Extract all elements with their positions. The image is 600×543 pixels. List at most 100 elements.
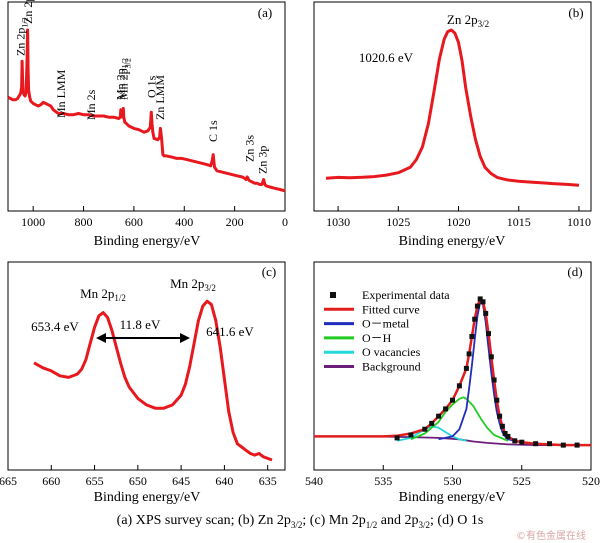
panel-d-data-point [483, 310, 489, 316]
panel-c-tick-label: 655 [86, 474, 104, 488]
panel-d-tick-label: 530 [444, 474, 462, 488]
panel-c-tick-label: 640 [215, 474, 233, 488]
panel-a-frame [7, 1, 286, 212]
legend-label: Fitted curve [362, 302, 420, 316]
panel-d-data-point [443, 406, 449, 412]
panel-c-tick-label: 660 [42, 474, 60, 488]
panel-d-data-point [512, 438, 518, 444]
panel-b-tick-label: 1010 [567, 215, 591, 229]
panel-a-peak-annotation: Zn LMM [153, 75, 167, 120]
panel-a-x-axis-label: Binding energy/eV [94, 234, 201, 249]
panel-c-curve [33, 299, 273, 462]
panel-d-data-point [463, 365, 469, 371]
legend-label: O－metal [362, 317, 410, 331]
panel-d-tick-label: 520 [582, 474, 600, 488]
panel-d-series-line [410, 396, 509, 442]
panel-c: 665 660 655 650 645 640 635 Mn 2p1/2 Mn 2p3/2 … [0, 261, 286, 505]
panel-a-ticks: 1000 800 600 400 200 0 [21, 206, 288, 229]
panel-d-data-point [491, 377, 497, 383]
panel-b-tick-label: 1015 [507, 215, 531, 229]
panel-b-peak-label: Zn 2p3/2 [447, 12, 489, 29]
panel-c-tick-label: 650 [129, 474, 147, 488]
panel-a-curve [7, 28, 286, 193]
panel-d-data-point [429, 420, 435, 426]
panel-d-data-point [502, 431, 508, 436]
panel-d-ticks: 540 535 530 525 520 [305, 465, 600, 488]
panel-b: 1030 1025 1020 1015 1010 Zn 2p3/2 1020.6 eV … [313, 1, 592, 249]
panel-c-label: (c) [262, 264, 276, 279]
panel-a-tick-label: 1000 [21, 215, 45, 229]
panel-c-tick-label: 645 [172, 474, 190, 488]
panel-c-peak1-label: Mn 2p1/2 [80, 286, 126, 303]
panel-d-data-point [574, 442, 580, 448]
legend-label: Experimental data [362, 288, 450, 302]
panel-b-curve [325, 28, 580, 187]
caption-b: (b) Zn 2p3/2; [237, 513, 307, 530]
panel-d-data-point [436, 413, 442, 419]
panel-a-peak-annotation: Mn 2s [84, 89, 98, 120]
panel-d-data-point [422, 426, 428, 432]
panel-d-data-point [456, 383, 462, 389]
panel-d-series-line [314, 297, 591, 447]
panel-b-tick-label: 1030 [326, 215, 350, 229]
panel-c-splitting-label: 11.8 eV [120, 317, 161, 332]
panel-d-series-line [396, 425, 467, 442]
panel-d-series-line [438, 300, 515, 442]
legend-label: O－H [362, 331, 392, 345]
panel-b-tick-label: 1020 [447, 215, 471, 229]
panel-d-tick-label: 540 [305, 474, 323, 488]
panel-a-peak-annotation: O 1s [144, 75, 158, 98]
panel-a-peak-annotations: Zn 2p1/2Zn 2p3/2 Mn LMM Mn 2s Mn 2p1/2Mn 2p… [14, 0, 270, 174]
panel-d-data-point [466, 351, 472, 357]
panel-d: 540 535 530 525 520 Experimental dataFitted … [305, 261, 600, 505]
panel-a-tick-label: 800 [75, 215, 93, 229]
panel-d-data-point [450, 397, 455, 403]
panel-d-data-point [533, 441, 539, 447]
panel-d-data-point [505, 433, 511, 439]
panel-d-data-point [474, 303, 480, 309]
panel-d-data-point [547, 441, 552, 447]
panel-a: 1000 800 600 400 200 0 Zn 2p1/2Zn 2p3/2 Mn LMM… [7, 0, 288, 249]
panel-a-peak-annotation: Zn 3p [256, 146, 270, 174]
panel-c-frame [7, 261, 286, 471]
panel-b-peak-value: 1020.6 eV [359, 50, 414, 65]
panel-c-ticks: 665 660 655 650 645 640 635 [0, 465, 277, 488]
panel-d-label: (d) [567, 264, 582, 279]
panel-a-peak-annotation: Mn LMM [54, 69, 68, 118]
panel-a-peak-annotation: Mn 2p1/2 [113, 58, 129, 100]
figure-caption: (a) XPS survey scan; (b) Zn 2p3/2; (c) M… [0, 512, 600, 534]
panel-d-data-point [499, 423, 505, 429]
panel-a-peak-annotation: C 1s [206, 120, 220, 142]
panel-d-data-point [486, 331, 491, 337]
panel-d-data-point [519, 439, 525, 445]
panel-d-data-point [408, 432, 414, 438]
panel-d-tick-label: 535 [374, 474, 392, 488]
panel-c-peak2-value: 641.6 eV [206, 324, 254, 339]
watermark: ©有色金属在线 [516, 531, 586, 542]
legend-marker [330, 292, 336, 298]
panel-d-data-point [480, 299, 486, 305]
panel-d-data-point [394, 435, 400, 441]
panel-d-tick-label: 525 [513, 474, 531, 488]
panel-c-peak1-value: 653.4 eV [31, 319, 79, 334]
panel-a-tick-label: 200 [226, 215, 244, 229]
panel-c-peak2-label: Mn 2p3/2 [170, 276, 216, 293]
panel-b-x-axis-label: Binding energy/eV [399, 234, 506, 249]
panel-a-tick-label: 400 [175, 215, 193, 229]
panel-a-peak-annotation: Zn 2p1/2 [14, 17, 30, 56]
panel-a-label: (a) [258, 5, 272, 20]
caption-d: (d) O 1s [437, 513, 484, 528]
panel-d-data-point [469, 334, 475, 339]
panel-d-data-point [472, 316, 478, 322]
panel-a-peak-annotation: Zn 2p3/2 [21, 0, 37, 24]
caption-a: (a) XPS survey scan; [116, 513, 235, 528]
panel-d-curves [314, 296, 591, 448]
legend-label: Background [362, 360, 421, 374]
panel-d-data-point [477, 296, 483, 302]
panel-a-peak-annotation: Mn 2p3/2 [117, 58, 133, 100]
panel-a-tick-label: 0 [282, 215, 288, 229]
panel-a-tick-label: 600 [125, 215, 143, 229]
panel-b-label: (b) [568, 5, 583, 20]
